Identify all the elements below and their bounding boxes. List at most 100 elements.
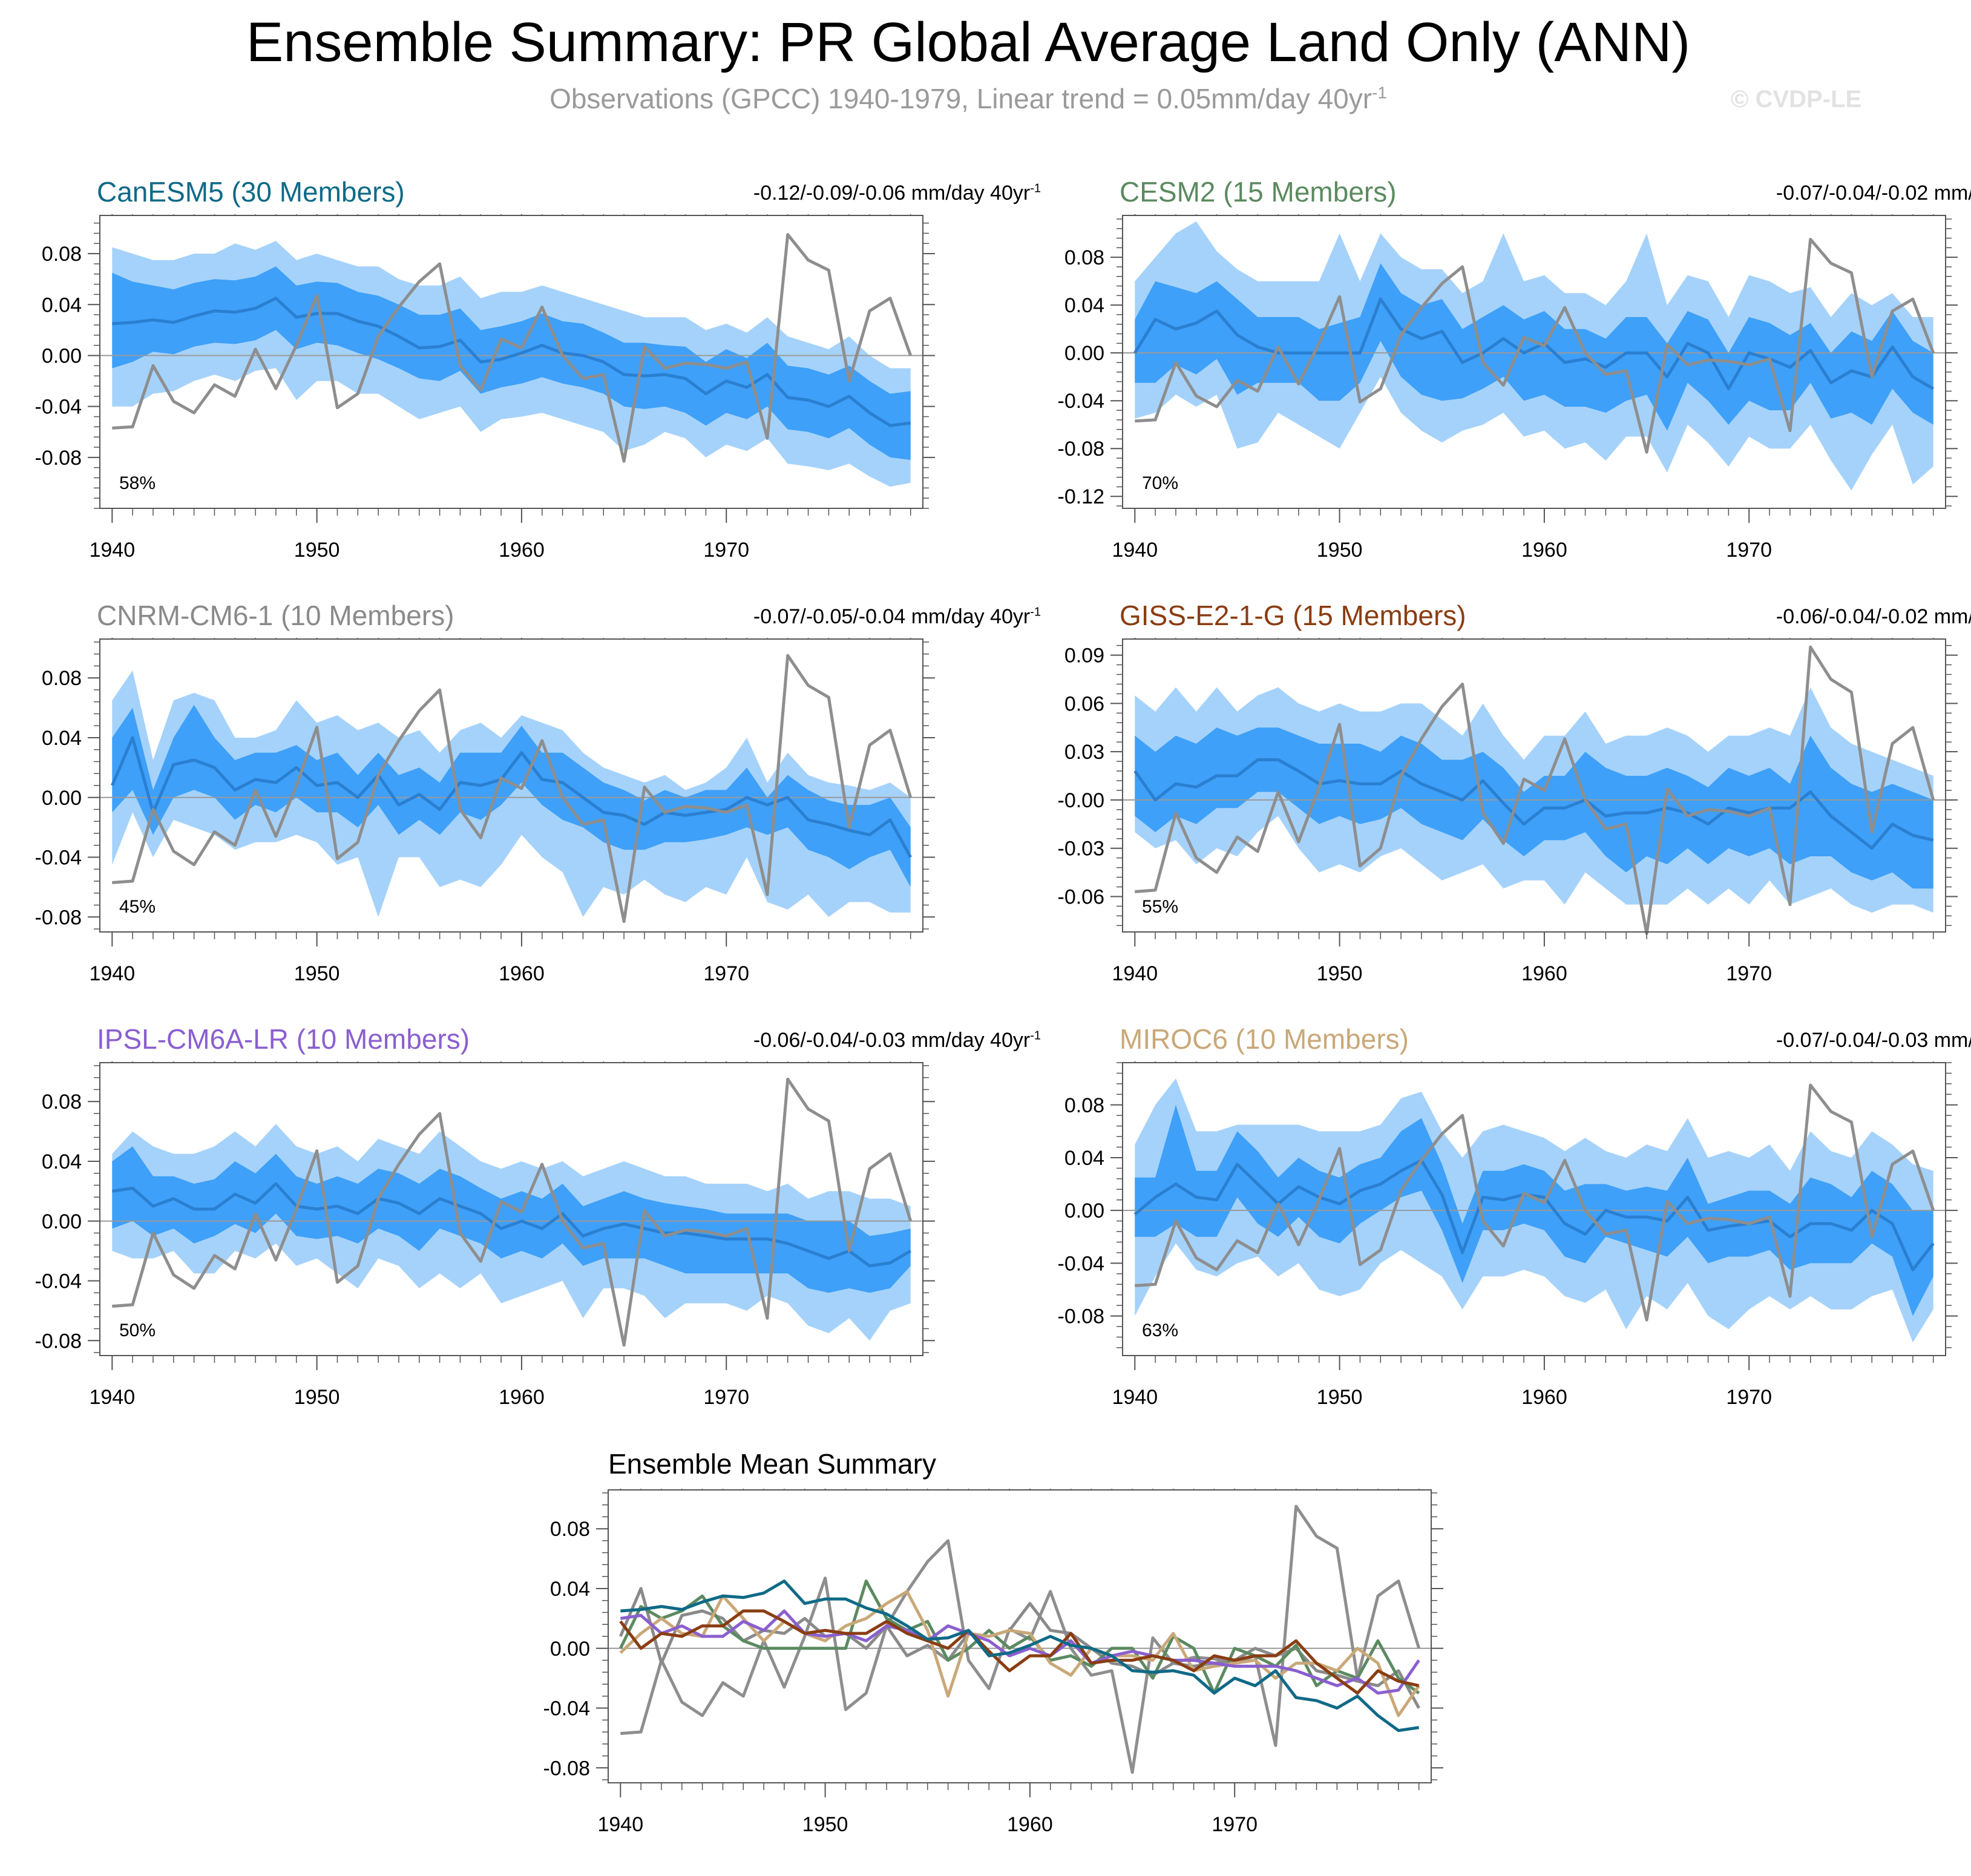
trend-range-text: -0.06/-0.04/-0.02 mm/day 40yr <box>1776 605 1971 628</box>
x-tick-label: 1970 <box>703 1386 749 1409</box>
panel-cesm2: CESM2 (15 Members) -0.07/-0.04/-0.02 mm/… <box>1058 175 1971 611</box>
y-tick-label: -0.08 <box>35 447 82 470</box>
observations-line <box>1135 238 1935 454</box>
y-tick-label: 0.00 <box>550 1638 590 1661</box>
ensemble-25-75-band <box>112 1146 911 1293</box>
x-tick-label: 1940 <box>1112 962 1158 985</box>
plot-frame <box>1122 1062 1946 1356</box>
x-tick-label: 1950 <box>1317 962 1363 985</box>
panel-summary: -0.08 -0.04 0.00 0.04 0.08 1940 1950 1960 1970 <box>508 1489 1452 1876</box>
x-tick-label: 1960 <box>1521 1386 1567 1409</box>
series-line-cesm2 <box>619 1579 1420 1695</box>
observations-line <box>112 654 913 923</box>
y-tick-label: -0.08 <box>35 906 82 929</box>
panel-title: CanESM5 (30 Members) <box>97 176 405 208</box>
series-line-cnrm-cm6-1 <box>619 1587 1420 1709</box>
x-tick-label: 1960 <box>499 1386 545 1409</box>
percent-label: 63% <box>1142 1320 1178 1340</box>
panel-trend-range: -0.12/-0.09/-0.06 mm/day 40yr-1 <box>753 182 1041 205</box>
y-tick-label: 0.08 <box>42 1091 82 1113</box>
y-tick-label: 0.00 <box>42 344 82 367</box>
y-tick-label: -0.04 <box>1058 1252 1105 1275</box>
chart-svg: -0.08 -0.04 0.00 0.04 0.08 1940 1950 1960 1970 58… <box>35 214 935 562</box>
y-tick-label: 0.04 <box>42 1150 82 1173</box>
x-tick-label: 1970 <box>703 962 749 985</box>
x-tick-label: 1970 <box>1726 539 1772 562</box>
panel-trend-range: -0.07/-0.05/-0.04 mm/day 40yr-1 <box>753 605 1041 629</box>
watermark: © CVDP-LE <box>1731 86 1862 113</box>
percent-label: 70% <box>1142 473 1178 493</box>
x-tick-label: 1940 <box>89 1386 135 1409</box>
ensemble-25-75-band <box>1135 727 1933 889</box>
y-tick-label: 0.04 <box>1064 294 1104 317</box>
series-line-giss-e2-1-g <box>619 1609 1420 1695</box>
y-tick-label: 0.04 <box>1064 1147 1104 1170</box>
x-tick-label: 1970 <box>1726 962 1772 985</box>
y-tick-label: 0.06 <box>1064 692 1104 715</box>
y-tick-label: -0.03 <box>1058 838 1105 861</box>
ensemble-mean-line <box>111 1182 911 1268</box>
y-tick-label: -0.12 <box>1058 485 1105 508</box>
x-tick-label: 1950 <box>294 539 340 562</box>
y-tick-label: 0.03 <box>1064 741 1104 764</box>
y-tick-label: 0.08 <box>550 1518 590 1541</box>
series-line-observations-gpcc- <box>620 1504 1421 1774</box>
x-tick-label: 1970 <box>1212 1813 1258 1836</box>
x-tick-label: 1940 <box>1112 539 1158 562</box>
subtitle-exponent: -1 <box>1372 83 1387 102</box>
trend-range-exponent: -1 <box>1030 605 1041 619</box>
y-tick-label: 0.08 <box>1064 1094 1104 1117</box>
x-tick-label: 1970 <box>1726 1386 1772 1409</box>
y-tick-label: -0.00 <box>1058 789 1105 812</box>
figure-subtitle: Observations (GPCC) 1940-1979, Linear tr… <box>0 82 1937 115</box>
trend-range-text: -0.07/-0.04/-0.03 mm/day 40yr <box>1776 1029 1971 1052</box>
plot-frame <box>1122 638 1946 933</box>
x-tick-label: 1950 <box>294 962 340 985</box>
trend-range-text: -0.06/-0.04/-0.03 mm/day 40yr <box>753 1029 1031 1052</box>
plot-frame <box>99 215 923 509</box>
y-tick-label: 0.09 <box>1064 644 1104 667</box>
panel-miroc6: MIROC6 (10 Members) -0.07/-0.04/-0.03 mm… <box>1058 1023 1971 1458</box>
series-line-ipsl-cm6a-lr <box>620 1609 1420 1695</box>
observations-line <box>112 233 913 463</box>
panel-title: GISS-E2-1-G (15 Members) <box>1120 600 1466 631</box>
panel-cnrm-cm6-1: CNRM-CM6-1 (10 Members) -0.07/-0.05/-0.0… <box>35 599 1041 1035</box>
y-tick-label: 0.08 <box>42 243 82 266</box>
panel-title: MIROC6 (10 Members) <box>1120 1023 1409 1055</box>
panel-title: CNRM-CM6-1 (10 Members) <box>97 600 454 631</box>
panel-trend-range: -0.07/-0.04/-0.02 mm/day 40yr-1 <box>1776 182 1971 205</box>
plot-frame <box>1122 215 1946 509</box>
x-tick-label: 1960 <box>499 539 545 562</box>
observations-line <box>1135 645 1935 936</box>
trend-range-exponent: -1 <box>1030 1029 1041 1043</box>
observations-line <box>1135 1083 1935 1322</box>
y-tick-label: 0.00 <box>42 787 82 810</box>
summary-title: Ensemble Mean Summary <box>608 1448 936 1480</box>
y-tick-label: 0.08 <box>1064 246 1104 269</box>
series-line-canesm5 <box>620 1579 1420 1733</box>
panel-title: CESM2 (15 Members) <box>1120 176 1397 208</box>
y-tick-label: -0.08 <box>1058 438 1105 461</box>
y-tick-label: -0.08 <box>35 1330 82 1353</box>
ensemble-mean-line <box>1133 758 1934 850</box>
percent-label: 55% <box>1142 897 1178 917</box>
series-line-miroc6 <box>619 1590 1420 1717</box>
trend-range-text: -0.07/-0.05/-0.04 mm/day 40yr <box>753 605 1031 628</box>
percent-label: 58% <box>119 473 156 493</box>
x-tick-label: 1940 <box>597 1813 643 1836</box>
y-tick-label: 0.08 <box>42 667 82 690</box>
panel-trend-range: -0.06/-0.04/-0.03 mm/day 40yr-1 <box>753 1029 1041 1052</box>
x-tick-label: 1960 <box>1007 1813 1053 1836</box>
y-tick-label: 0.00 <box>1064 1199 1104 1222</box>
y-tick-label: -0.08 <box>1058 1305 1105 1328</box>
x-tick-label: 1950 <box>1317 539 1363 562</box>
chart-svg: -0.12 -0.08 -0.04 0.00 0.04 0.08 1940 1950 1960 1… <box>1058 214 1958 562</box>
ensemble-mean-line <box>112 297 911 427</box>
y-tick-label: -0.04 <box>1058 390 1105 413</box>
y-tick-label: 0.00 <box>1064 342 1104 365</box>
y-tick-label: -0.04 <box>35 396 82 419</box>
ensemble-25-75-band <box>112 704 911 887</box>
x-tick-label: 1950 <box>1317 1386 1363 1409</box>
trend-range-text: -0.12/-0.09/-0.06 mm/day 40yr <box>753 182 1031 205</box>
y-tick-label: 0.00 <box>42 1210 82 1233</box>
